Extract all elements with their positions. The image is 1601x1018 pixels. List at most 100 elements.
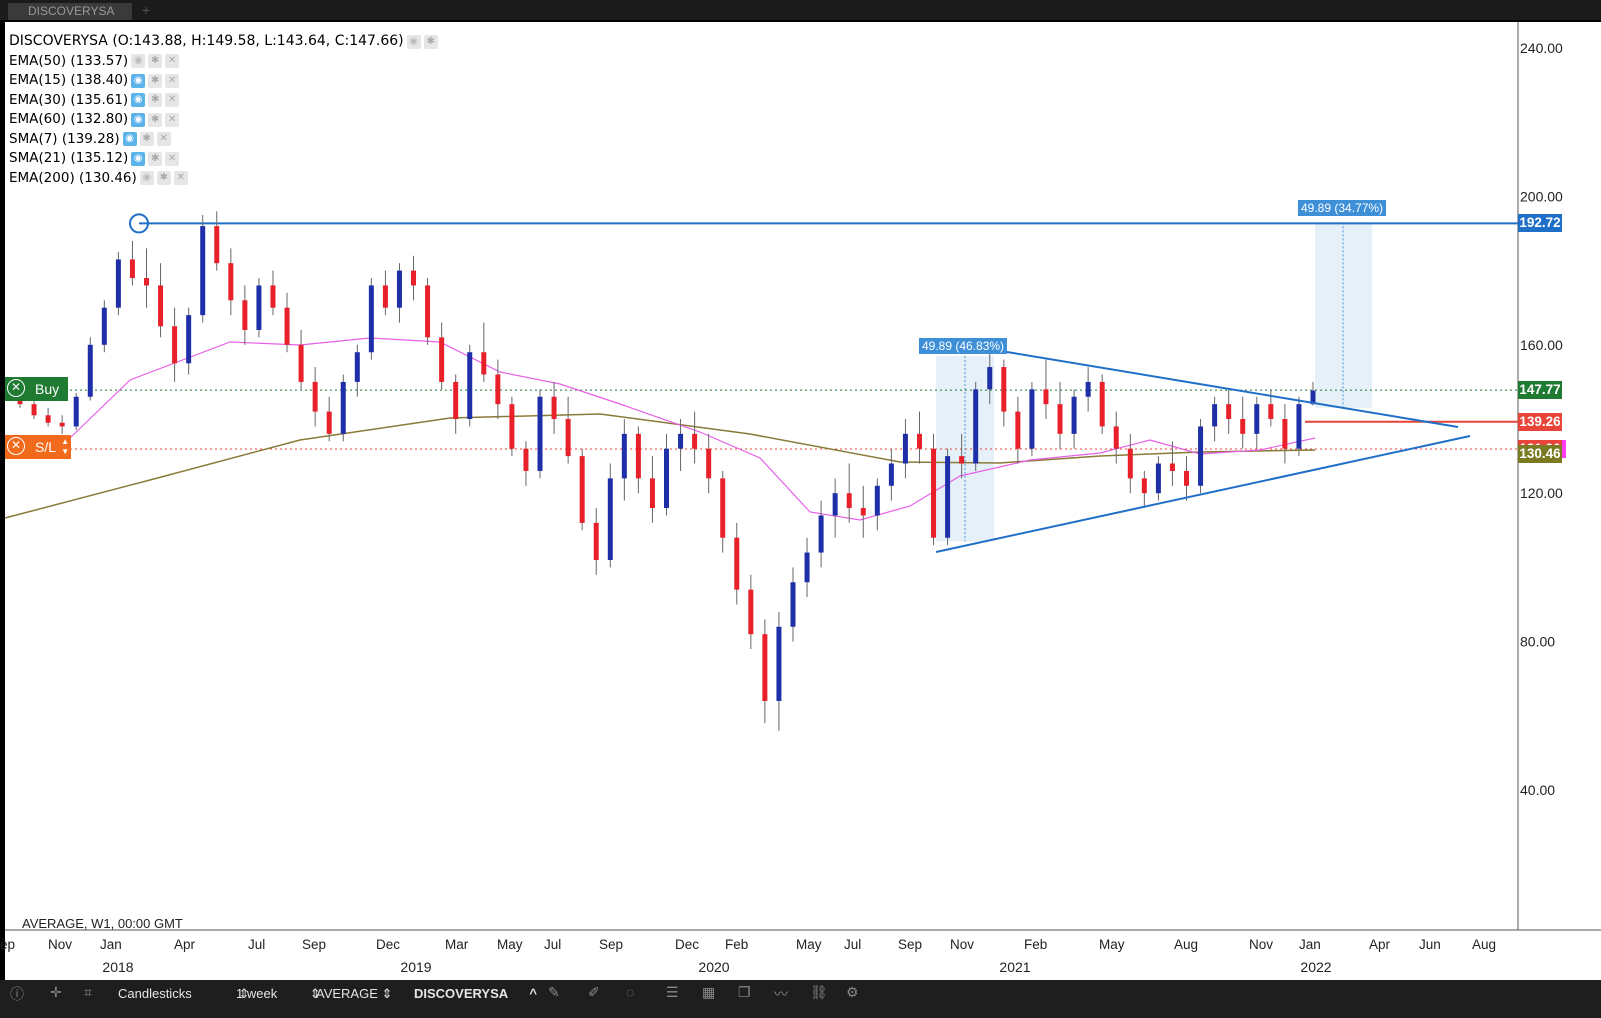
x-month-label: Jan <box>100 937 122 952</box>
line-chart-icon[interactable]: 〰 <box>774 986 788 1002</box>
candle-body <box>129 259 135 279</box>
candle-body <box>874 485 880 516</box>
x-month-label: Feb <box>725 937 748 952</box>
candle-body <box>312 381 318 412</box>
candle-body <box>846 493 852 509</box>
gear-icon[interactable]: ✱ <box>148 112 163 127</box>
candle-body <box>467 352 473 419</box>
y-tick-label: 80.00 <box>1520 634 1555 650</box>
eye-icon[interactable]: ◉ <box>131 112 146 127</box>
gear-icon[interactable]: ✱ <box>148 93 163 108</box>
candle-body <box>678 433 684 449</box>
indicator-label: EMA(30) (135.61) <box>9 91 129 108</box>
candle-body <box>439 337 445 382</box>
close-icon[interactable]: ✕ <box>165 93 180 108</box>
grid-icon[interactable]: ▦ <box>702 984 716 1000</box>
candle-body <box>411 270 417 286</box>
gear-icon[interactable]: ✱ <box>156 171 171 186</box>
eye-slash-icon[interactable]: ◌ <box>626 984 635 1000</box>
x-month-label: May <box>1099 937 1125 952</box>
candle-body <box>1282 419 1288 449</box>
x-month-label: Jul <box>844 937 861 952</box>
chart-type-select[interactable]: Candlesticks ⇕ <box>118 986 250 1001</box>
eye-icon[interactable]: ◉ <box>406 34 421 49</box>
candle-body <box>1268 404 1274 419</box>
stop-loss-button[interactable]: ✕ S/L ▲ ▼ <box>5 435 71 459</box>
close-icon[interactable]: ✕ <box>165 54 180 69</box>
x-month-label: Dec <box>376 937 400 952</box>
candle-body <box>804 552 810 583</box>
gear-icon[interactable]: ✱ <box>148 151 163 166</box>
chart-tab[interactable]: DISCOVERYSA <box>8 3 132 20</box>
legend-indicator-row: EMA(15) (138.40) ◉ ✱ ✕ <box>9 71 438 91</box>
candle-body <box>1015 411 1021 449</box>
candle-body <box>242 300 248 330</box>
candle-body <box>860 508 866 516</box>
candle-body <box>551 396 557 419</box>
eye-icon[interactable]: ◉ <box>131 93 146 108</box>
close-icon[interactable]: ✕ <box>165 112 180 127</box>
eye-icon[interactable]: ◉ <box>131 54 146 69</box>
eye-icon[interactable]: ◉ <box>131 73 146 88</box>
candle-body <box>1240 419 1246 434</box>
gear-icon[interactable]: ✱ <box>148 54 163 69</box>
candle-body <box>790 582 796 627</box>
info-icon[interactable]: ⓘ <box>10 986 24 1002</box>
candle-body <box>158 285 164 327</box>
candle-body <box>1254 404 1260 434</box>
close-circle-icon[interactable]: ✕ <box>7 379 25 397</box>
crop-icon[interactable]: ⌗ <box>84 984 92 1000</box>
price-type-select[interactable]: AVERAGE ⇕ <box>316 986 393 1001</box>
pencil-icon[interactable]: ✎ <box>548 984 560 1000</box>
timeframe-select[interactable]: 1 week ⇕ <box>236 986 321 1001</box>
close-icon[interactable]: ✕ <box>165 151 180 166</box>
chart-canvas[interactable] <box>5 22 1601 1002</box>
copy-icon[interactable]: ❐ <box>738 984 751 1000</box>
eye-icon[interactable]: ◉ <box>131 151 146 166</box>
gear-icon[interactable]: ✱ <box>423 34 438 49</box>
symbol-field[interactable]: DISCOVERYSA ^ <box>414 986 537 1001</box>
x-month-label: Mar <box>445 937 469 952</box>
candle-body <box>973 389 979 464</box>
crosshair-icon[interactable]: ✛ <box>50 984 62 1000</box>
candle-body <box>692 433 698 449</box>
legend-indicator-row: SMA(7) (139.28) ◉ ✱ ✕ <box>9 130 438 150</box>
gear-icon[interactable]: ✱ <box>139 132 154 147</box>
indicator-label: EMA(50) (133.57) <box>9 52 129 69</box>
candle-body <box>186 315 192 364</box>
x-month-label: Apr <box>174 937 196 952</box>
settings-gear-icon[interactable]: ⚙ <box>846 984 859 1000</box>
gear-icon[interactable]: ✱ <box>148 73 163 88</box>
candle-body <box>73 396 79 427</box>
candle-body <box>256 285 262 330</box>
eye-icon[interactable]: ◉ <box>139 171 154 186</box>
close-icon[interactable]: ✕ <box>165 73 180 88</box>
candle-body <box>17 400 23 405</box>
candle-body <box>354 352 360 382</box>
candle-body <box>1198 426 1204 486</box>
candle-body <box>1043 389 1049 405</box>
candle-body <box>396 270 402 308</box>
candle-body <box>509 404 515 449</box>
close-icon[interactable]: ✕ <box>156 132 171 147</box>
buy-order-button[interactable]: ✕ Buy <box>5 377 68 401</box>
x-year-label: 2022 <box>1300 959 1331 975</box>
close-circle-icon[interactable]: ✕ <box>7 437 25 455</box>
brush-icon[interactable]: ✐ <box>588 984 600 1000</box>
y-tick-label: 40.00 <box>1520 782 1555 798</box>
list-icon[interactable]: ☰ <box>666 984 679 1000</box>
link-icon[interactable]: ⛓ <box>810 984 828 1000</box>
add-tab-icon[interactable]: + <box>142 2 151 18</box>
anchor-handle <box>129 213 149 234</box>
candle-body <box>579 456 585 523</box>
candle-body <box>565 419 571 457</box>
candle-body <box>298 344 304 382</box>
close-icon[interactable]: ✕ <box>173 171 188 186</box>
legend-main-row: DISCOVERYSA (O:143.88, H:149.58, L:143.6… <box>9 32 438 52</box>
x-month-label: Sep <box>599 937 623 952</box>
x-year-label: 2020 <box>698 959 729 975</box>
x-month-label: May <box>796 937 822 952</box>
candle-body <box>340 381 346 434</box>
spinner-icon[interactable]: ▲ ▼ <box>61 437 69 456</box>
eye-icon[interactable]: ◉ <box>122 132 137 147</box>
